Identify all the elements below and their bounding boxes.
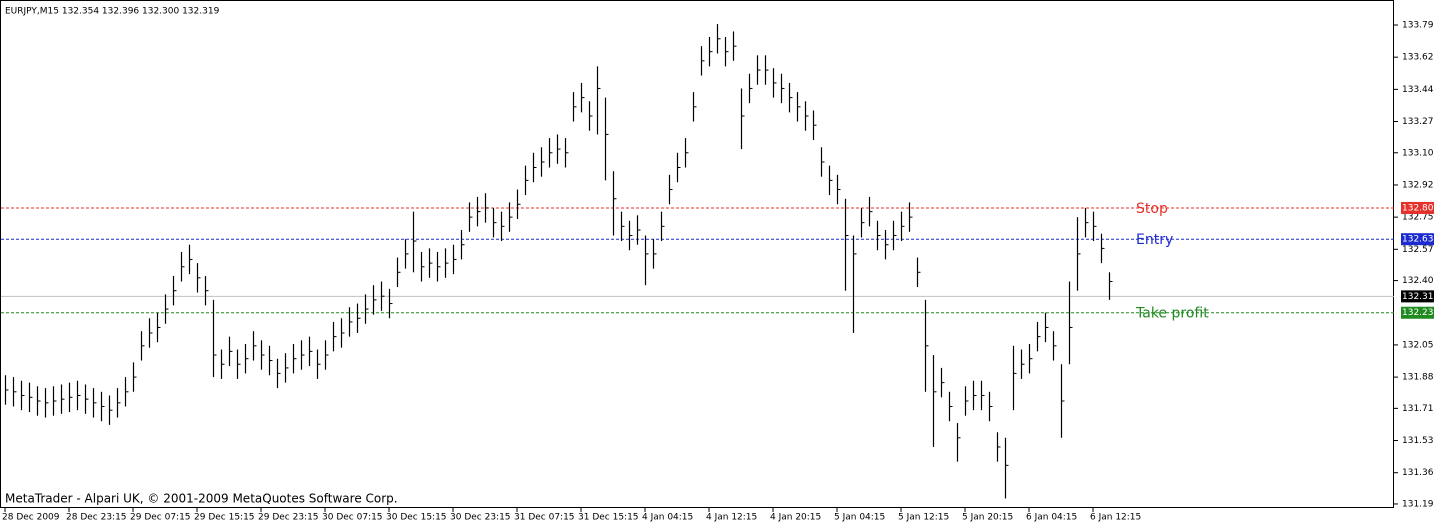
y-tick-label: 133.270	[1402, 117, 1434, 127]
price-box	[1401, 233, 1434, 246]
level-name: Stop	[1136, 201, 1168, 217]
price-label: 132.80	[1402, 203, 1434, 213]
y-tick-label: 133.795	[1402, 21, 1434, 31]
x-tick-label: 28 Dec 2009	[2, 513, 60, 523]
x-tick-label: 5 Jan 12:15	[898, 513, 949, 523]
plot-frame	[0, 0, 1394, 508]
y-tick-label: 132.575	[1402, 245, 1434, 255]
footer: MetaTrader - Alpari UK, © 2001-2009 Meta…	[5, 492, 398, 506]
price-label: 132.23	[1402, 308, 1434, 318]
level-name: Take profit	[1135, 306, 1209, 322]
price-label: 132.319	[1402, 292, 1434, 302]
x-tick-label: 31 Dec 15:15	[578, 513, 639, 523]
y-tick-label: 131.360	[1402, 468, 1434, 478]
y-tick-label: 132.750	[1402, 213, 1434, 223]
x-tick-label: 30 Dec 23:15	[450, 513, 511, 523]
x-tick-label: 5 Jan 20:15	[962, 513, 1013, 523]
y-tick-label: 131.710	[1402, 404, 1434, 414]
x-tick-label: 6 Jan 04:15	[1026, 513, 1077, 523]
y-tick-label: 133.620	[1402, 53, 1434, 63]
level-name: Entry	[1136, 232, 1173, 248]
price-box	[1401, 290, 1434, 303]
x-tick-label: 29 Dec 07:15	[130, 513, 191, 523]
x-tick-label: 30 Dec 15:15	[386, 513, 447, 523]
y-tick-label: 132.925	[1402, 180, 1434, 190]
y-tick-label: 131.190	[1402, 499, 1434, 509]
price-box	[1401, 306, 1434, 319]
x-tick-label: 29 Dec 23:15	[258, 513, 319, 523]
x-tick-label: 31 Dec 07:15	[514, 513, 575, 523]
y-tick-label: 131.535	[1402, 436, 1434, 446]
x-tick-label: 28 Dec 23:15	[66, 513, 127, 523]
y-tick-label: 133.100	[1402, 148, 1434, 158]
x-tick-label: 29 Dec 15:15	[194, 513, 255, 523]
x-tick-label: 5 Jan 04:15	[834, 513, 885, 523]
y-tick-label: 132.405	[1402, 276, 1434, 286]
x-tick-label: 30 Dec 07:15	[322, 513, 383, 523]
x-tick-label: 4 Jan 04:15	[642, 513, 693, 523]
x-tick-label: 4 Jan 20:15	[770, 513, 821, 523]
price-label: 132.63	[1402, 235, 1434, 245]
y-tick-label: 133.445	[1402, 85, 1434, 95]
chart-title: EURJPY,M15 132.354 132.396 132.300 132.3…	[5, 7, 220, 17]
x-tick-label: 4 Jan 12:15	[706, 513, 757, 523]
x-tick-label: 6 Jan 12:15	[1090, 513, 1141, 523]
price-box	[1401, 201, 1434, 214]
y-tick-label: 131.880	[1402, 373, 1434, 383]
y-tick-label: 132.055	[1402, 340, 1434, 350]
